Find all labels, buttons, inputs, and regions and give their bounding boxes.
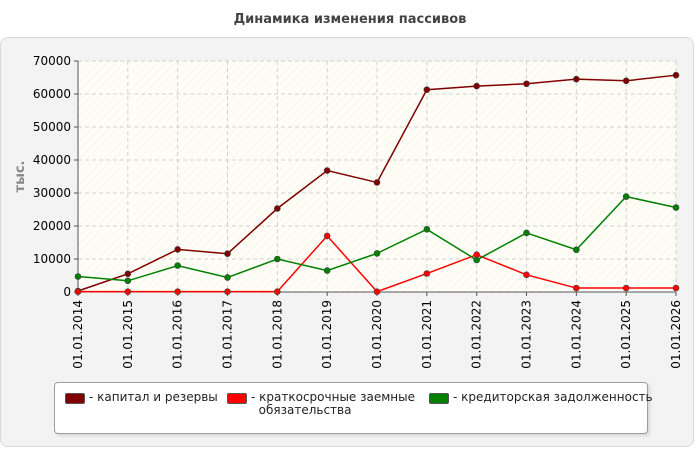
series-0-point — [323, 167, 331, 174]
series-0-point — [373, 179, 381, 186]
series-2-point — [274, 255, 281, 263]
series-1-point — [423, 270, 431, 277]
series-2-point — [224, 274, 231, 281]
series-0-point — [523, 80, 530, 88]
x-tick-label: 01.01.2016 — [171, 300, 185, 369]
series-1-point — [224, 288, 231, 295]
series-2-point — [323, 267, 331, 274]
series-1-point — [74, 288, 82, 295]
y-tick-label: 0 — [63, 285, 71, 299]
series-0-point — [274, 205, 281, 212]
chart-legend: - капитал и резервы - краткосрочные заем… — [54, 382, 653, 434]
series-0-point — [622, 77, 630, 85]
y-tick-label: 20000 — [33, 219, 71, 233]
series-2-point — [124, 277, 132, 285]
y-tick-label: 70000 — [33, 54, 71, 68]
x-tick-label: 01.01.2023 — [520, 300, 534, 369]
series-1-point — [323, 232, 331, 240]
legend-label-short-term-loans-line2: обязательства — [258, 403, 352, 417]
series-2-point — [473, 256, 480, 264]
series-0-point — [423, 86, 431, 94]
chart-title: Динамика изменения пассивов — [233, 12, 467, 27]
series-2-point — [74, 273, 82, 280]
x-tick-label: 01.01.2014 — [71, 300, 85, 369]
series-0-point — [473, 82, 480, 90]
legend-label-short-term-loans-line1: краткосрочные заемные — [259, 390, 415, 404]
series-1-point — [174, 288, 181, 295]
x-tick-label: 01.01.2025 — [619, 300, 633, 369]
series-2-point — [622, 193, 630, 200]
y-tick-label: 10000 — [33, 252, 71, 266]
series-1-point — [124, 288, 132, 295]
series-1-point — [622, 284, 630, 292]
series-0-point — [124, 270, 132, 278]
legend-item-short-term-loans[interactable]: - краткосрочные заемные обязательства — [227, 391, 415, 417]
legend-swatch-capital — [65, 393, 85, 404]
series-0-point — [672, 71, 680, 79]
x-tick-label: 01.01.2021 — [420, 300, 434, 369]
series-1-point — [672, 284, 680, 292]
legend-label-payables: кредиторская задолженность — [461, 390, 653, 404]
legend-swatch-short-term-loans — [227, 393, 247, 404]
x-tick-label: 01.01.2019 — [320, 300, 334, 369]
y-tick-label: 50000 — [33, 120, 71, 134]
x-tick-label: 01.01.2020 — [370, 300, 384, 369]
series-0-point — [174, 246, 181, 253]
series-0-point — [573, 75, 580, 83]
series-2-point — [373, 250, 381, 257]
series-1-point — [373, 288, 381, 295]
x-tick-label: 01.01.2022 — [470, 300, 484, 369]
x-tick-label: 01.01.2026 — [669, 300, 683, 369]
series-0-point — [224, 250, 231, 258]
series-2-point — [423, 226, 431, 233]
legend-item-payables[interactable]: - кредиторская задолженность — [429, 391, 653, 404]
y-tick-label: 30000 — [33, 186, 71, 200]
series-1-point — [274, 288, 281, 295]
legend-swatch-payables — [429, 393, 449, 404]
series-2-point — [523, 229, 530, 237]
series-1-point — [523, 271, 530, 279]
legend-label-capital: капитал и резервы — [97, 390, 218, 404]
legend-item-capital[interactable]: - капитал и резервы — [65, 391, 218, 404]
y-tick-label: 60000 — [33, 87, 71, 101]
x-tick-label: 01.01.2015 — [121, 300, 135, 369]
y-tick-label: 40000 — [33, 153, 71, 167]
series-2-point — [174, 262, 181, 269]
x-tick-label: 01.01.2024 — [569, 300, 583, 369]
y-axis-label: тыс. — [13, 161, 28, 193]
x-tick-label: 01.01.2017 — [221, 300, 235, 369]
series-2-point — [672, 204, 680, 211]
x-tick-label: 01.01.2018 — [270, 300, 284, 369]
series-1-point — [573, 284, 580, 292]
series-2-point — [573, 246, 580, 254]
